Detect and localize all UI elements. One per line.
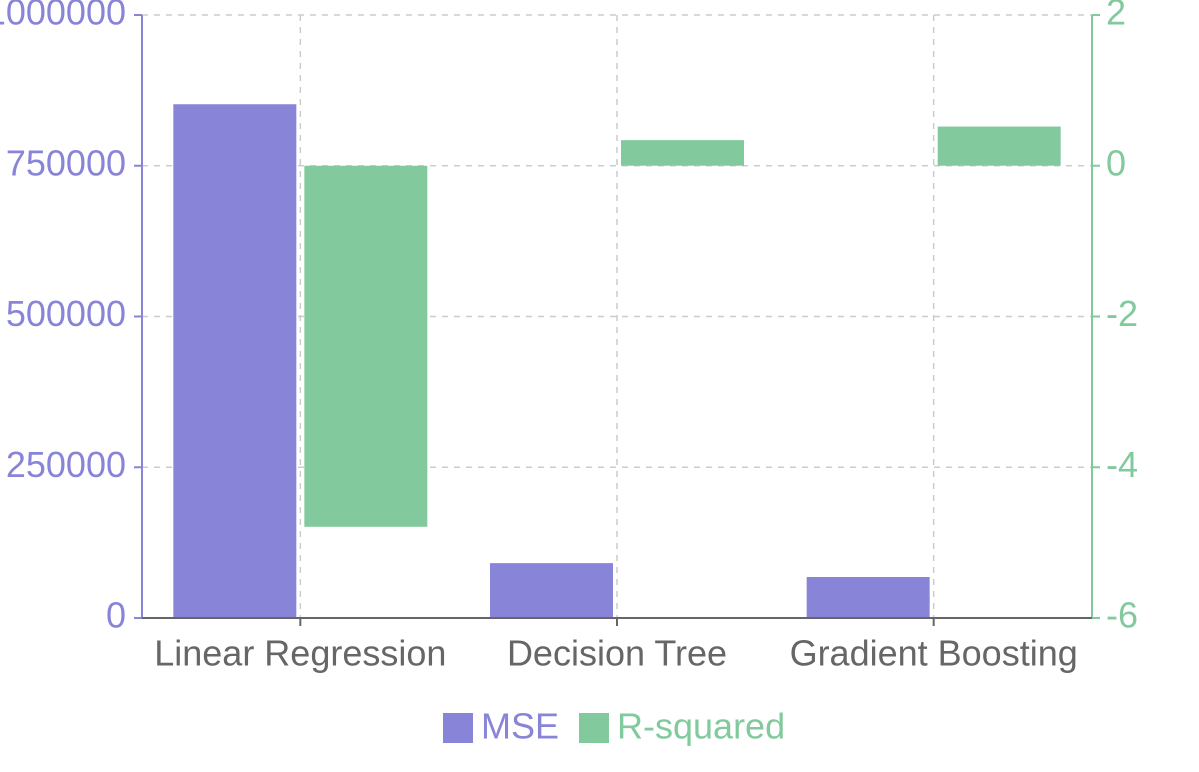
y2-tick-label: -6 [1106, 595, 1138, 636]
y2-tick-label: -4 [1106, 444, 1138, 485]
legend-swatch [579, 713, 610, 743]
y2-tick-label: -2 [1106, 293, 1138, 334]
y-tick-label: 1000000 [0, 0, 126, 33]
bar [490, 563, 613, 618]
legend-label: R-squared [617, 706, 785, 747]
y2-tick-label: 2 [1106, 0, 1126, 33]
legend-label: MSE [481, 706, 559, 747]
bar [173, 104, 297, 618]
legend-swatch [443, 713, 473, 743]
x-tick-label: Linear Regression [154, 633, 446, 674]
y-tick-label: 0 [106, 595, 126, 636]
bar [304, 165, 428, 527]
bar [621, 140, 744, 166]
x-tick-label: Gradient Boosting [790, 633, 1078, 674]
y2-tick-label: 0 [1106, 142, 1126, 183]
y-tick-label: 500000 [6, 293, 126, 334]
bar [806, 576, 930, 618]
y-tick-label: 750000 [6, 142, 126, 183]
bar [937, 126, 1061, 166]
x-tick-label: Decision Tree [507, 633, 727, 674]
y-tick-label: 250000 [6, 444, 126, 485]
